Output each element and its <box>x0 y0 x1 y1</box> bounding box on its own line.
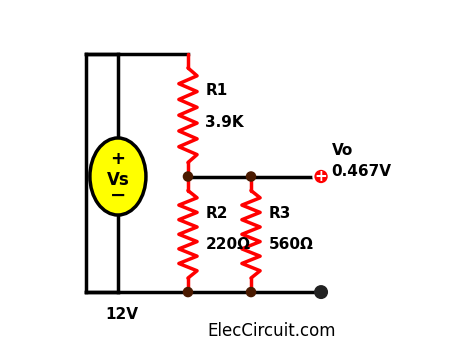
Text: 560Ω: 560Ω <box>268 237 313 252</box>
Ellipse shape <box>90 138 146 215</box>
Text: +: + <box>315 169 328 184</box>
Text: 12V: 12V <box>105 307 138 322</box>
Circle shape <box>315 286 327 298</box>
Text: R2: R2 <box>206 206 228 221</box>
Circle shape <box>313 169 329 184</box>
Text: +: + <box>110 150 126 168</box>
Text: 0.467V: 0.467V <box>331 164 392 179</box>
Text: R3: R3 <box>268 206 291 221</box>
Circle shape <box>183 172 192 181</box>
Text: −: − <box>110 186 126 205</box>
Text: R1: R1 <box>206 83 228 98</box>
Text: 220Ω: 220Ω <box>206 237 250 252</box>
Text: 3.9K: 3.9K <box>206 115 244 130</box>
Circle shape <box>246 288 255 297</box>
Circle shape <box>246 172 255 181</box>
Text: Vo: Vo <box>331 143 353 158</box>
Text: Vs: Vs <box>107 171 129 189</box>
Text: ElecCircuit.com: ElecCircuit.com <box>208 322 336 340</box>
Circle shape <box>183 288 192 297</box>
